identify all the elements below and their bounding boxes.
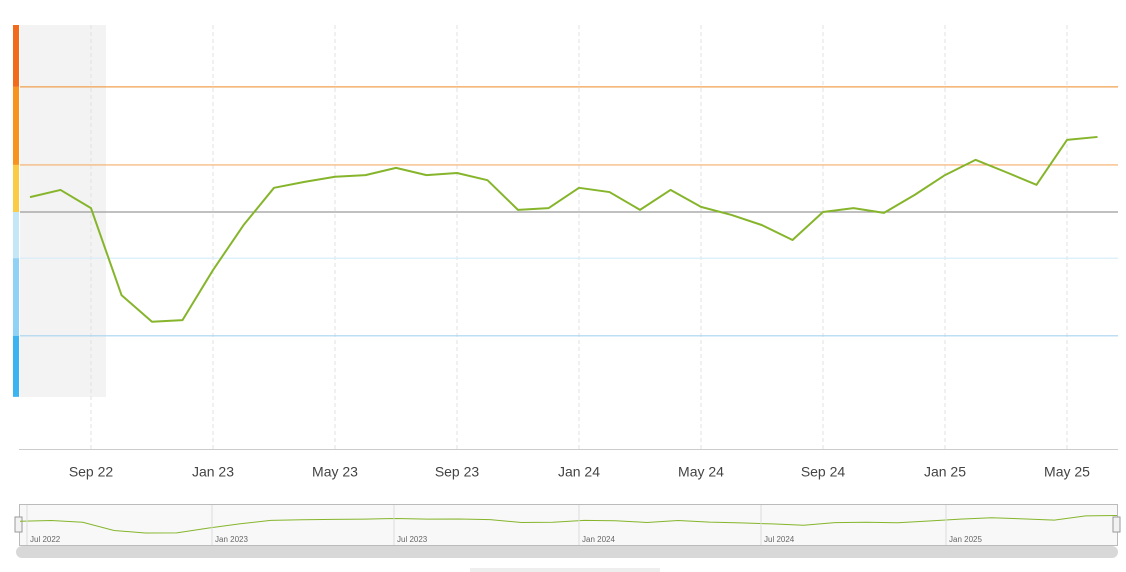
scrollbar[interactable] — [16, 546, 1118, 558]
x-tick-label: Jan 23 — [192, 464, 234, 480]
x-tick-label: Sep 23 — [435, 464, 480, 480]
navigator-label: Jan 2023 — [215, 535, 248, 544]
x-tick-label: Jan 25 — [924, 464, 966, 480]
x-tick-label: Jan 24 — [558, 464, 600, 480]
x-tick-label: May 24 — [678, 464, 724, 480]
band — [13, 335, 19, 397]
band — [13, 164, 19, 212]
band — [13, 86, 19, 165]
x-tick-label: May 23 — [312, 464, 358, 480]
plot-band — [20, 25, 106, 397]
band — [13, 258, 19, 336]
navigator-label: Jan 2025 — [949, 535, 982, 544]
navigator-handle[interactable] — [14, 516, 23, 533]
navigator-line — [19, 515, 1118, 534]
x-tick-label: Sep 24 — [801, 464, 846, 480]
footer-bar — [470, 568, 660, 572]
series-line — [29, 135, 1098, 323]
navigator-label: Jul 2024 — [764, 535, 795, 544]
x-tick-label: May 25 — [1044, 464, 1090, 480]
navigator-handle[interactable] — [1112, 516, 1121, 533]
navigator-label: Jul 2023 — [397, 535, 428, 544]
band — [13, 25, 19, 87]
navigator-label: Jan 2024 — [582, 535, 615, 544]
band — [13, 211, 19, 259]
navigator-label: Jul 2022 — [30, 535, 61, 544]
x-tick-label: Sep 22 — [69, 464, 114, 480]
